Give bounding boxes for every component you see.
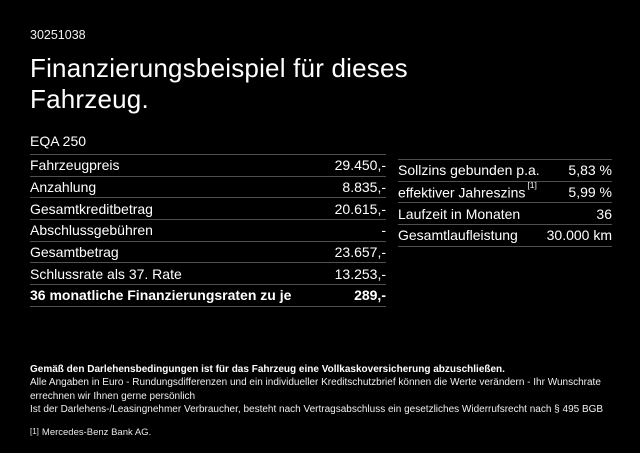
- row-label: Sollzins gebunden p.a.: [398, 162, 540, 179]
- row-value: 5,99 %: [568, 184, 612, 201]
- table-row: Abschlussgebühren -: [30, 220, 386, 242]
- table-row: Laufzeit in Monaten 36: [398, 203, 612, 226]
- row-value: 20.615,-: [334, 200, 386, 217]
- financing-costs-table: Fahrzeugpreis 29.450,- Anzahlung 8.835,-…: [30, 155, 386, 307]
- table-row: Gesamtbetrag 23.657,-: [30, 242, 386, 264]
- table-row: effektiver Jahreszins [1] 5,99 %: [398, 179, 612, 204]
- row-label: Anzahlung: [30, 179, 97, 196]
- table-row: Gesamtlaufleistung 30.000 km: [398, 225, 612, 247]
- table-row: Anzahlung 8.835,-: [30, 177, 386, 199]
- footnote-text: Mercedes-Benz Bank AG.: [41, 426, 152, 438]
- row-label: Gesamtlaufleistung: [398, 227, 518, 244]
- row-value: 13.253,-: [334, 265, 386, 282]
- row-value: -: [381, 222, 386, 239]
- financing-conditions-table: Sollzins gebunden p.a. 5,83 % effektiver…: [398, 159, 612, 247]
- row-label: Schlussrate als 37. Rate: [30, 265, 182, 282]
- row-label: Gesamtbetrag: [30, 244, 119, 261]
- disclaimer-line: Ist der Darlehens-/Leasingnehmer Verbrau…: [30, 404, 604, 416]
- row-value: 36: [596, 205, 612, 222]
- table-row-monthly-rate: 36 monatliche Finanzierungsraten zu je 2…: [30, 285, 386, 307]
- row-label: Gesamtkreditbetrag: [30, 200, 153, 217]
- insurance-note: Gemäß den Darlehensbedingungen ist für d…: [30, 363, 505, 375]
- table-row: Gesamtkreditbetrag 20.615,-: [30, 198, 386, 221]
- footnote-reference: [1]: [527, 179, 537, 190]
- row-label: Laufzeit in Monaten: [398, 205, 521, 222]
- disclaimer-line: Alle Angaben in Euro - Rundungsdifferenz…: [30, 377, 601, 402]
- reference-number: 30251038: [30, 28, 86, 42]
- table-row: Fahrzeugpreis 29.450,-: [30, 155, 386, 177]
- page-title: Finanzierungsbeispiel für dieses Fahrzeu…: [30, 53, 408, 114]
- footnote-marker: [1]: [30, 426, 39, 436]
- row-label: Fahrzeugpreis: [30, 157, 120, 174]
- row-value: 5,83 %: [568, 162, 612, 179]
- table-row: Schlussrate als 37. Rate 13.253,-: [30, 263, 386, 286]
- disclaimer-block: Gemäß den Darlehensbedingungen ist für d…: [30, 363, 612, 438]
- financing-tables: Fahrzeugpreis 29.450,- Anzahlung 8.835,-…: [30, 155, 612, 307]
- row-label: effektiver Jahreszins [1]: [398, 179, 537, 201]
- row-value: 29.450,-: [334, 157, 386, 174]
- row-value: 8.835,-: [342, 179, 386, 196]
- row-value: 30.000 km: [546, 227, 612, 244]
- row-label: Abschlussgebühren: [30, 222, 153, 239]
- vehicle-model-label: EQA 250: [30, 132, 386, 155]
- row-label: 36 monatliche Finanzierungsraten zu je: [30, 287, 292, 304]
- row-value: 23.657,-: [334, 244, 386, 261]
- table-row: Sollzins gebunden p.a. 5,83 %: [398, 160, 612, 182]
- row-value: 289,-: [354, 287, 386, 304]
- footnote: [1] Mercedes-Benz Bank AG.: [30, 427, 612, 438]
